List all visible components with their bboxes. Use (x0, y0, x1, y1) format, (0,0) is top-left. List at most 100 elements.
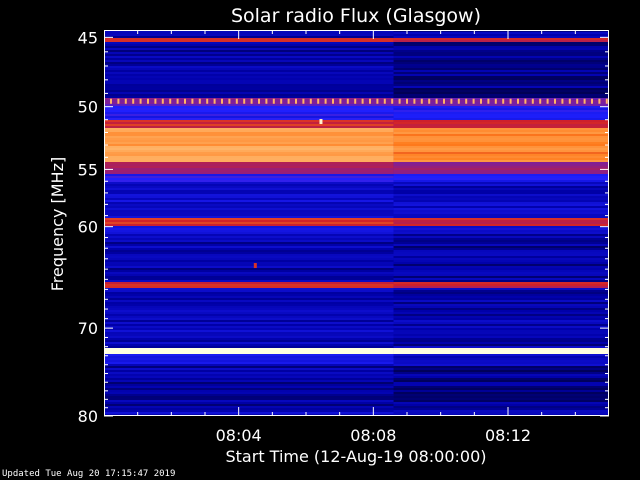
y-tick-label: 70 (78, 319, 98, 338)
plot-area (104, 30, 609, 416)
spectrogram-row (393, 336, 609, 338)
spectrogram-row (104, 140, 394, 142)
spectrogram-row (393, 214, 609, 216)
spectrogram-row (104, 162, 394, 164)
spectrogram-row (104, 266, 394, 268)
spectrogram-row (104, 164, 394, 166)
spectrogram-row (393, 328, 609, 330)
spectrogram-row (104, 166, 394, 168)
spectrogram-row (104, 186, 394, 188)
spectrogram-row (393, 158, 609, 160)
y-tick-label: 50 (78, 98, 98, 117)
interference-dot (406, 98, 408, 104)
interference-dot (317, 98, 320, 104)
interference-dot (376, 98, 379, 104)
spectrogram-row (393, 66, 609, 68)
spectrogram-row (104, 298, 394, 300)
spectrogram-row (104, 226, 394, 228)
spectrogram-row (104, 290, 394, 292)
spectrogram-row (104, 200, 394, 202)
interference-dot (561, 98, 564, 104)
spectrogram-row (393, 148, 609, 150)
spectrogram-row (393, 126, 609, 128)
spectrogram-row (393, 320, 609, 322)
spectrogram-row (104, 156, 394, 158)
spectrogram-row (104, 246, 394, 248)
spectrogram-row (104, 390, 394, 392)
spectrogram-row (393, 402, 609, 404)
spectrogram-row (104, 232, 394, 234)
spectrogram-row (104, 114, 394, 116)
spectrogram-row (393, 122, 609, 124)
spectrogram-row (104, 68, 394, 70)
interference-dot (420, 98, 423, 104)
spectrogram-row (393, 254, 609, 256)
spectrogram-row (104, 152, 394, 154)
spectrogram-row (104, 126, 394, 128)
spectrogram-row (393, 384, 609, 386)
spectrogram-row (393, 316, 609, 318)
spectrogram-row (393, 272, 609, 274)
spectrogram-row (393, 178, 609, 180)
spectrogram-row (393, 248, 609, 250)
spectrogram-row (393, 318, 609, 320)
spectrogram-row (393, 276, 609, 278)
spectrogram-row (104, 308, 394, 310)
spectrogram-row (104, 354, 394, 356)
spectrogram-row (104, 124, 394, 126)
interference-dot (361, 98, 364, 104)
spectrogram-row (104, 50, 394, 52)
spectrogram-row (393, 218, 609, 220)
interference-dot (494, 98, 497, 104)
spectrogram-row (393, 280, 609, 282)
spectrogram-row (393, 128, 609, 130)
spectrogram-row (104, 286, 394, 288)
interference-dot (132, 98, 135, 104)
spectrogram-row (104, 366, 394, 368)
interference-dot (450, 98, 453, 104)
spectrogram-row (104, 206, 394, 208)
spectrogram-row (393, 258, 609, 260)
spectrogram-row (393, 116, 609, 118)
interference-dot (391, 98, 394, 104)
interference-dot (583, 98, 586, 104)
spectrogram-row (104, 112, 394, 114)
spectrogram-row (393, 78, 609, 80)
spectrogram-row (104, 188, 394, 190)
spectrogram-row (104, 66, 394, 68)
spectrogram-row (104, 204, 394, 206)
spectrogram-row (104, 314, 394, 316)
interference-dot (443, 98, 445, 104)
spectrogram-row (393, 338, 609, 340)
spectrogram-row (104, 342, 394, 344)
spectrogram-row (393, 166, 609, 168)
spectrogram-row (104, 252, 394, 254)
interference-dot (110, 98, 112, 104)
spectrogram-row (104, 80, 394, 82)
spectrogram-row (104, 260, 394, 262)
spectrogram-row (393, 94, 609, 96)
spectrogram-row (104, 222, 394, 224)
spectrogram-row (393, 170, 609, 172)
spectrogram-row (104, 198, 394, 200)
spectrogram-row (393, 208, 609, 210)
spectrogram-row (104, 120, 394, 122)
spectrogram-row (104, 76, 394, 78)
spectrogram-row (104, 52, 394, 54)
spectrogram-row (393, 362, 609, 364)
spectrogram-row (104, 304, 394, 306)
spectrogram-row (104, 300, 394, 302)
spectrogram-row (393, 342, 609, 344)
spectrogram-row (393, 64, 609, 66)
spectrogram-row (104, 262, 394, 264)
interference-dot (524, 98, 527, 104)
interference-dot (228, 98, 231, 104)
interference-dot (265, 98, 268, 104)
spectrogram-row (104, 48, 394, 50)
spectrogram-row (104, 234, 394, 236)
interference-dot (354, 98, 357, 104)
spectrogram-row (393, 42, 609, 44)
spectrogram-row (393, 132, 609, 134)
spectrogram-row (393, 58, 609, 60)
